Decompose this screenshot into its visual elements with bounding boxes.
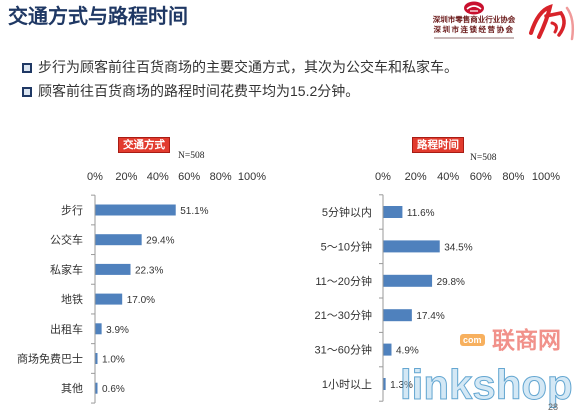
- value-label: 4.9%: [396, 346, 419, 357]
- logo-org-name-2: 深圳市连锁经营协会: [433, 25, 515, 34]
- category-label: 5～10分钟: [321, 239, 372, 253]
- bar: [383, 378, 386, 390]
- category-label: 1小时以上: [322, 378, 372, 391]
- bar: [95, 353, 98, 364]
- value-label: 17.4%: [416, 311, 444, 322]
- value-label: 3.9%: [106, 325, 129, 336]
- x-tick-label: 60%: [470, 171, 492, 183]
- page-number: 28: [548, 402, 559, 412]
- bar: [383, 309, 412, 322]
- value-label: 11.6%: [407, 208, 435, 219]
- value-label: 29.4%: [146, 236, 174, 247]
- x-tick-label: 0%: [87, 171, 103, 183]
- logo-org-name-1: 深圳市零售商业行业协会: [432, 15, 516, 24]
- association-logo: 深圳市零售商业行业协会 深圳市连锁经营协会: [426, 0, 522, 44]
- chart-title-box: 交通方式: [118, 137, 170, 153]
- category-label: 私家车: [50, 262, 83, 276]
- category-label: 其他: [61, 382, 83, 395]
- value-label: 1.3%: [390, 380, 413, 391]
- x-tick-label: 80%: [210, 171, 232, 183]
- chart-title-box: 路程时间: [412, 137, 464, 153]
- value-label: 29.8%: [437, 277, 465, 288]
- bullet-text: 步行为顾客前往百货商场的主要交通方式，其次为公交车和私家车。: [38, 59, 458, 75]
- category-label: 31～60分钟: [315, 343, 372, 357]
- category-label: 11～20分钟: [315, 274, 372, 288]
- x-tick-label: 100%: [532, 171, 560, 183]
- travel-time-chart: 路程时间 N=508 0% 20% 40% 60% 80% 100% 5分钟以内 11.6% 5…: [290, 130, 580, 410]
- bullet-item: 顾客前往百货商场的路程时间花费平均为15.2分钟。: [20, 79, 458, 103]
- bar: [383, 206, 403, 218]
- bar: [95, 234, 142, 246]
- value-label: 22.3%: [135, 265, 163, 276]
- square-bullet-icon: [22, 87, 32, 97]
- bar: [95, 263, 131, 275]
- value-label: 51.1%: [180, 206, 208, 217]
- watermark-brand: linkshop: [400, 361, 574, 408]
- value-label: 1.0%: [102, 355, 125, 366]
- watermark-domain: com: [460, 334, 485, 346]
- transport-mode-chart: 交通方式 N=508 0% 20% 40% 60% 80% 100% 步行 51.1% 公交车 2…: [0, 130, 290, 410]
- value-label: 0.6%: [102, 384, 125, 395]
- seal-icon: [464, 1, 484, 15]
- bar: [95, 382, 98, 394]
- value-label: 34.5%: [444, 242, 472, 253]
- category-label: 步行: [61, 204, 83, 217]
- square-bullet-icon: [22, 63, 32, 73]
- category-label: 地铁: [61, 293, 83, 306]
- watermark-site-name: 联商网: [492, 327, 561, 353]
- logo-divider: [434, 37, 514, 39]
- sample-size-note: N=508: [470, 153, 497, 163]
- value-label: 17.0%: [127, 295, 155, 306]
- x-tick-label: 60%: [178, 171, 200, 183]
- bar: [95, 204, 176, 216]
- bar: [95, 323, 102, 335]
- category-label: 5分钟以内: [322, 205, 372, 219]
- x-tick-label: 20%: [115, 171, 137, 183]
- summary-bullets: 步行为顾客前往百货商场的主要交通方式，其次为公交车和私家车。 顾客前往百货商场的…: [20, 55, 458, 103]
- travel-time-bar-chart: 0% 20% 40% 60% 80% 100% 5分钟以内 11.6% 5～10分钟 34.5% 1…: [315, 171, 560, 402]
- category-label: 公交车: [50, 233, 83, 247]
- bar: [383, 274, 433, 287]
- x-tick-label: 40%: [437, 171, 459, 183]
- x-tick-label: 80%: [502, 171, 524, 183]
- category-label: 商场免费巴士: [17, 352, 83, 366]
- brand-mark-icon: [529, 3, 575, 41]
- x-tick-label: 0%: [375, 171, 391, 183]
- bar: [95, 293, 123, 305]
- sample-size-note: N=508: [178, 151, 205, 161]
- x-tick-label: 40%: [147, 171, 169, 183]
- page-title: 交通方式与路程时间: [8, 6, 188, 28]
- x-tick-label: 20%: [405, 171, 427, 183]
- transport-mode-bar-chart: 0% 20% 40% 60% 80% 100% 步行 51.1% 公交车 29.4% 私家车 22.3…: [17, 171, 266, 404]
- category-label: 出租车: [50, 322, 83, 336]
- category-label: 21～30分钟: [315, 308, 372, 322]
- bar: [383, 343, 392, 356]
- bullet-item: 步行为顾客前往百货商场的主要交通方式，其次为公交车和私家车。: [20, 55, 458, 79]
- bar: [383, 240, 440, 253]
- x-tick-label: 100%: [238, 171, 266, 183]
- bullet-text: 顾客前往百货商场的路程时间花费平均为15.2分钟。: [38, 83, 360, 99]
